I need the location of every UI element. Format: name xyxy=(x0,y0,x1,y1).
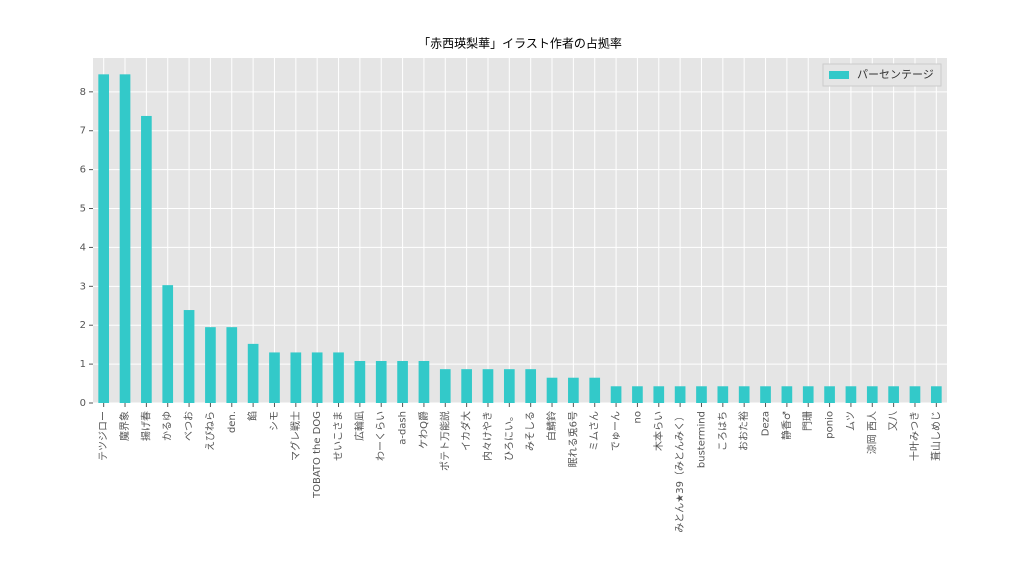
x-tick-label: ponio xyxy=(825,411,836,439)
bar xyxy=(525,369,537,403)
bar xyxy=(845,386,857,403)
y-tick-label: 2 xyxy=(80,320,86,331)
bar xyxy=(760,386,771,403)
x-tick-label: Deza xyxy=(761,411,772,436)
bar xyxy=(461,369,472,403)
bar xyxy=(653,386,665,403)
x-tick-label: ケわQ爵 xyxy=(417,411,430,449)
x-tick-label: テツジロー xyxy=(99,411,110,461)
bar xyxy=(909,386,921,403)
y-tick-label: 7 xyxy=(80,126,86,137)
x-tick-label: 門珊 xyxy=(802,411,814,431)
bar xyxy=(311,352,323,403)
bar xyxy=(418,360,430,403)
x-tick-label: 白鯖鈴 xyxy=(545,411,558,441)
bar xyxy=(674,386,686,403)
bar xyxy=(930,386,942,403)
x-tick-label: わーくらい xyxy=(375,411,387,461)
x-tick-label: 揚げ春 xyxy=(139,411,152,441)
bar xyxy=(610,386,622,403)
bar xyxy=(738,386,750,403)
x-tick-label: a-dash xyxy=(398,411,409,445)
x-tick-label: おおた裕 xyxy=(737,411,750,451)
bar xyxy=(632,386,643,403)
y-tick-label: 3 xyxy=(80,281,86,292)
x-tick-label: 涼岡 西人 xyxy=(865,411,878,454)
x-tick-label: べつお xyxy=(183,411,195,441)
x-tick-label: かるゆ xyxy=(162,411,174,441)
x-tick-label: せいこさま xyxy=(333,411,345,461)
x-tick-label: no xyxy=(632,411,643,423)
x-tick-label: 十叶みつき xyxy=(908,411,921,461)
bar xyxy=(247,343,259,403)
x-tick-label: イカダ大 xyxy=(460,411,473,451)
x-tick-label: 餡 xyxy=(246,411,259,421)
bar xyxy=(226,327,238,403)
x-tick-label: TOBATO the DOG xyxy=(312,411,323,499)
legend-label: パーセンテージ xyxy=(857,68,934,81)
bar xyxy=(696,386,707,403)
bar xyxy=(802,386,814,403)
x-tick-label: みそしる xyxy=(525,411,537,451)
y-tick-label: 4 xyxy=(80,242,86,253)
bar xyxy=(269,352,280,403)
bar xyxy=(354,360,366,403)
x-tick-label: den. xyxy=(227,411,238,433)
x-tick-label: でゅーん xyxy=(610,411,622,451)
plot-area xyxy=(93,58,947,403)
bar xyxy=(119,74,131,403)
x-tick-label: マグレ戦士 xyxy=(289,411,302,461)
y-tick-label: 5 xyxy=(80,204,86,215)
y-tick-label: 0 xyxy=(80,398,86,409)
bar xyxy=(503,369,515,403)
y-tick-label: 8 xyxy=(80,87,86,98)
bar xyxy=(568,377,579,403)
bar xyxy=(546,377,558,403)
bar xyxy=(397,360,408,403)
chart-title: 「赤西瑛梨華」イラスト作者の占拠率 xyxy=(418,36,622,51)
bar xyxy=(824,386,835,403)
x-tick-label: ひろにい。 xyxy=(503,411,515,461)
x-tick-label: ミムさん xyxy=(589,411,601,451)
bar xyxy=(375,360,387,403)
bar xyxy=(98,74,110,403)
x-tick-label: 内々けやき xyxy=(481,411,494,461)
bar xyxy=(141,115,152,404)
bar xyxy=(781,386,793,403)
x-tick-label: 広輪凪 xyxy=(353,411,366,441)
x-tick-label: 又八 xyxy=(888,411,900,431)
x-tick-label: 静香♂ xyxy=(780,411,793,440)
bar xyxy=(290,352,302,403)
bar xyxy=(482,369,494,403)
x-tick-label: ポテト万能説 xyxy=(438,411,451,471)
bar xyxy=(717,386,729,403)
bar xyxy=(183,310,195,403)
x-tick-label: えびねら xyxy=(204,411,216,451)
x-tick-label: bustermind xyxy=(696,411,707,468)
legend-swatch xyxy=(829,71,849,79)
bar xyxy=(589,377,601,403)
bar xyxy=(333,352,344,403)
x-tick-label: 眠れる兎6号 xyxy=(567,411,579,467)
bar xyxy=(888,386,899,403)
x-tick-label: 魔界象 xyxy=(118,411,131,441)
bar xyxy=(162,285,174,403)
y-tick-label: 1 xyxy=(80,359,86,370)
x-tick-label: 葺山しめじ xyxy=(929,411,942,461)
x-tick-label: みとん★39（みとんみく） xyxy=(674,411,686,533)
x-tick-label: ころはち xyxy=(717,411,729,451)
x-tick-label: 木本らい xyxy=(652,411,665,451)
legend-box xyxy=(822,63,942,87)
y-tick-label: 6 xyxy=(80,165,86,176)
bar xyxy=(439,369,451,403)
x-tick-label: ムツ xyxy=(845,411,857,431)
x-tick-label: シモ xyxy=(269,411,280,431)
bar xyxy=(205,327,216,403)
bar xyxy=(866,386,878,403)
